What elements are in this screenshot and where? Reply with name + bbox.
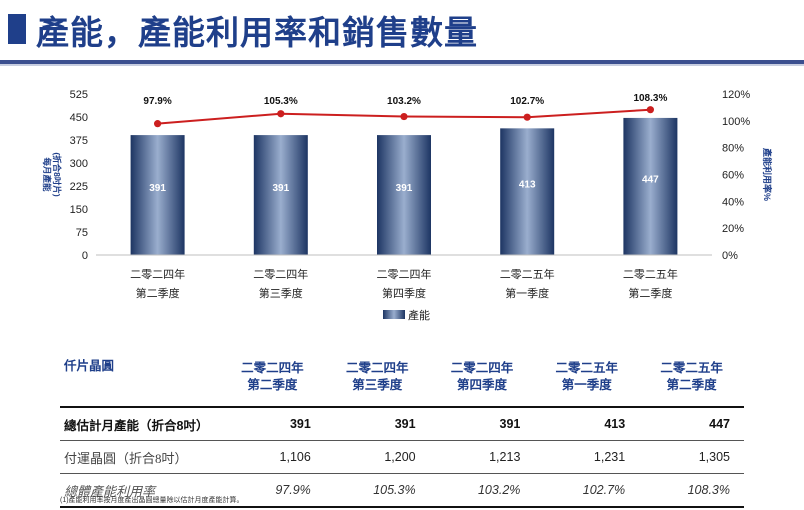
line-value-label: 103.2%	[387, 96, 421, 107]
header-quarter: 第四季度	[456, 378, 507, 392]
header-year: 二零二四年	[241, 361, 304, 375]
line-point	[646, 106, 655, 114]
line-value-label: 97.9%	[143, 96, 171, 107]
table-row: 總體產能利用率 97.9% 105.3% 103.2% 102.7% 108.3…	[60, 473, 744, 508]
title-accent-block	[8, 14, 26, 44]
table-header-col: 二零二五年 第二季度	[639, 348, 744, 407]
table-row: 付運晶圓（折合8吋） 1,106 1,200 1,213 1,231 1,305	[60, 440, 744, 474]
x-tick-label-year: 二零二四年	[377, 267, 432, 281]
footnote: (1)產能利用率按月度產出晶圓總量除以估計月度產能計算。	[60, 497, 244, 504]
table-cell: 391	[324, 406, 430, 441]
table-cell: 391	[429, 406, 535, 441]
row-label: 總估計月產能（折合8吋）	[60, 406, 220, 441]
y-tick-label-left: 75	[76, 227, 88, 239]
table-cell: 103.2%	[429, 473, 535, 508]
bar	[130, 135, 185, 255]
table-cell: 1,200	[324, 440, 430, 474]
x-tick-label-year: 二零二四年	[253, 267, 308, 281]
table-header-col: 二零二五年 第一季度	[534, 348, 639, 407]
x-tick-label-year: 二零二四年	[130, 267, 185, 281]
row-label: 付運晶圓（折合8吋）	[60, 440, 220, 474]
x-tick-label-quarter: 第一季度	[505, 286, 549, 300]
bar-value-label: 391	[149, 183, 166, 194]
line-value-label: 102.7%	[510, 96, 544, 107]
header-quarter: 第三季度	[352, 378, 403, 392]
line-point	[523, 113, 531, 121]
x-tick-label-quarter: 第二季度	[628, 286, 672, 300]
table-cell: 391	[220, 406, 325, 441]
y-tick-label-right: 120%	[722, 89, 750, 101]
y-tick-label-left: 225	[70, 181, 88, 193]
page-title: 產能，產能利用率和銷售數量	[36, 14, 478, 51]
header-year: 二零二四年	[345, 361, 409, 375]
y-tick-label-right: 40%	[722, 196, 744, 208]
y-tick-label-left: 450	[70, 112, 88, 124]
table-cell: 1,305	[639, 440, 744, 474]
table-cell: 1,106	[220, 440, 325, 474]
x-tick-label-quarter: 第二季度	[136, 286, 180, 300]
y-tick-label-left: 375	[70, 135, 88, 147]
x-tick-label-quarter: 第四季度	[382, 286, 426, 300]
bar	[623, 117, 678, 255]
bar	[500, 128, 555, 255]
title-divider-shadow	[0, 64, 804, 66]
y-tick-label-right: 20%	[722, 223, 744, 235]
y-tick-label-left: 150	[70, 204, 88, 216]
x-tick-label-year: 二零二五年	[500, 267, 555, 281]
table-header-unit: 仟片晶圓	[64, 359, 115, 373]
capacity-table: 仟片晶圓 二零二四年第二季度 二零二四年第三季度 二零二四年第四季度 二零二五年…	[60, 348, 744, 508]
bar-value-label: 447	[642, 174, 659, 185]
table-cell: 102.7%	[534, 473, 640, 508]
line-value-label: 108.3%	[633, 93, 667, 104]
table-cell: 1,213	[429, 440, 535, 474]
line-point	[154, 120, 162, 128]
title-divider	[0, 60, 804, 64]
row-label: 總體產能利用率	[60, 473, 220, 508]
x-tick-label-quarter: 第三季度	[259, 286, 303, 300]
y-tick-label-right: 60%	[722, 170, 744, 182]
y-axis-label-left: 每月產能	[42, 157, 52, 192]
x-tick-label-year: 二零二五年	[623, 267, 678, 281]
legend-swatch	[383, 310, 405, 319]
capacity-chart: 391 391 391 413 447 97.9% 105.3% 103.2% 102.7% 1…	[42, 89, 773, 322]
y-axis-label-left: (折合8吋片)	[52, 152, 62, 197]
table-header-col: 二零二四年 第四季度	[430, 348, 535, 407]
header-quarter: 第一季度	[561, 378, 612, 392]
table-cell: 105.3%	[324, 473, 430, 508]
table-cell: 97.9%	[220, 473, 325, 508]
bar-value-label: 413	[519, 180, 536, 191]
y-tick-label-right: 80%	[722, 143, 744, 155]
table-cell: 413	[534, 406, 640, 441]
bar-value-label: 391	[272, 183, 289, 194]
table-header-col: 二零二四年 第二季度	[220, 348, 325, 407]
legend-label: 產能	[408, 308, 430, 322]
y-tick-label-right: 100%	[722, 116, 750, 128]
table-cell: 108.3%	[639, 473, 744, 508]
line-value-label: 105.3%	[264, 96, 298, 107]
header-quarter: 第二季度	[666, 378, 717, 392]
header-year: 二零二五年	[660, 361, 723, 375]
y-tick-label-left: 0	[82, 250, 88, 262]
table-cell: 447	[639, 406, 744, 441]
table-row: 總估計月產能（折合8吋） 391 391 391 413 447	[60, 406, 744, 441]
y-axis-label-right: 產能利用率%	[762, 147, 773, 201]
header-year: 二零二五年	[555, 361, 619, 375]
line-point	[400, 112, 408, 121]
bar	[253, 135, 308, 255]
bar	[377, 135, 431, 255]
header-year: 二零二四年	[450, 361, 514, 375]
bar-value-label: 391	[396, 183, 413, 194]
table-cell: 1,231	[534, 440, 640, 474]
table-header-col: 二零二四年 第三季度	[325, 348, 430, 407]
table-header-row: 仟片晶圓 二零二四年第二季度 二零二四年第三季度 二零二四年第四季度 二零二五年…	[60, 348, 744, 407]
line-point	[277, 110, 285, 118]
y-tick-label-left: 300	[70, 158, 88, 170]
title-bar: 產能，產能利用率和銷售數量	[0, 0, 804, 56]
header-quarter: 第二季度	[247, 378, 298, 392]
y-tick-label-left: 525	[70, 89, 88, 101]
y-tick-label-right: 0%	[722, 250, 738, 262]
